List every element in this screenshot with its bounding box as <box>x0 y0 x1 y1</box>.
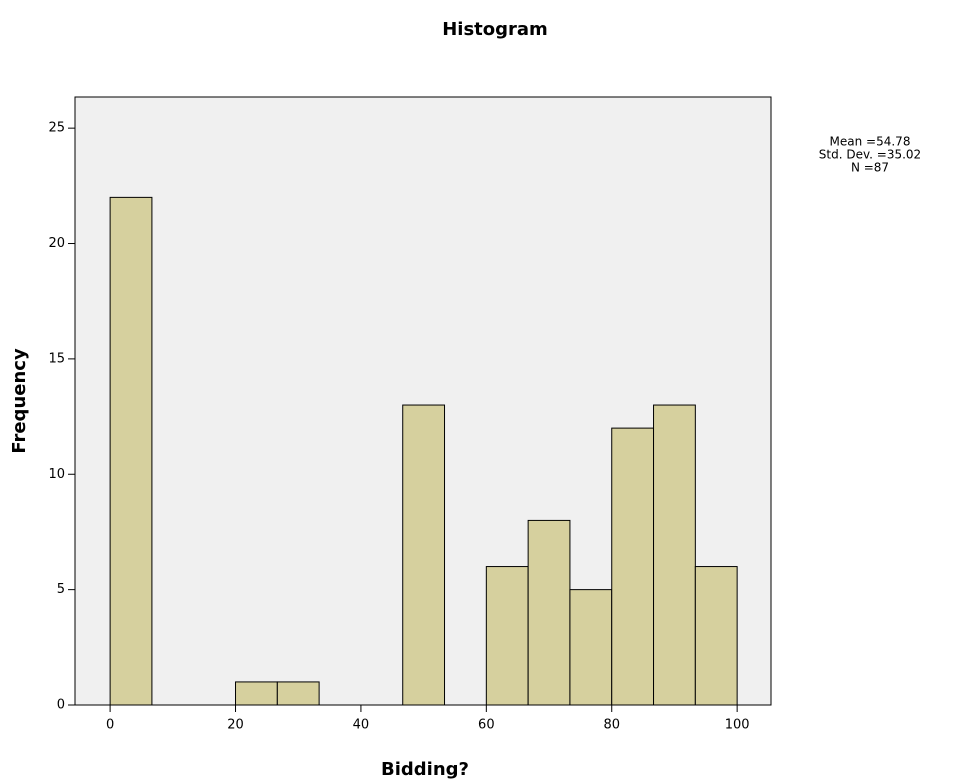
stats-annotation: Std. Dev. =35.02 <box>819 148 921 162</box>
bar <box>236 682 278 705</box>
chart-title: Histogram <box>442 19 548 40</box>
bar <box>403 405 445 705</box>
stats-annotation: N =87 <box>851 161 889 175</box>
x-tick-label: 20 <box>227 718 244 733</box>
x-tick-label: 60 <box>478 718 495 733</box>
bar <box>277 682 319 705</box>
x-tick-label: 100 <box>725 718 750 733</box>
bar <box>654 405 696 705</box>
y-tick-label: 5 <box>57 582 65 597</box>
y-tick-label: 0 <box>57 698 65 713</box>
x-tick-label: 80 <box>603 718 620 733</box>
chart: Histogram Bidding? Frequency 0 5 10 15 20 25 0… <box>0 0 965 781</box>
x-axis-label: Bidding? <box>381 759 469 780</box>
bar <box>612 428 654 705</box>
bar <box>570 590 612 705</box>
y-tick-label: 10 <box>48 467 65 482</box>
x-tick-label: 0 <box>106 718 114 733</box>
bar <box>695 567 737 705</box>
bar <box>486 567 528 705</box>
y-axis-label: Frequency <box>9 348 30 454</box>
bar <box>528 520 570 705</box>
stats-annotation: Mean =54.78 <box>830 135 911 149</box>
bar <box>110 197 152 705</box>
y-tick-label: 20 <box>48 236 65 251</box>
x-tick-label: 40 <box>353 718 370 733</box>
y-tick-label: 25 <box>48 121 65 136</box>
y-tick-label: 15 <box>48 351 65 366</box>
